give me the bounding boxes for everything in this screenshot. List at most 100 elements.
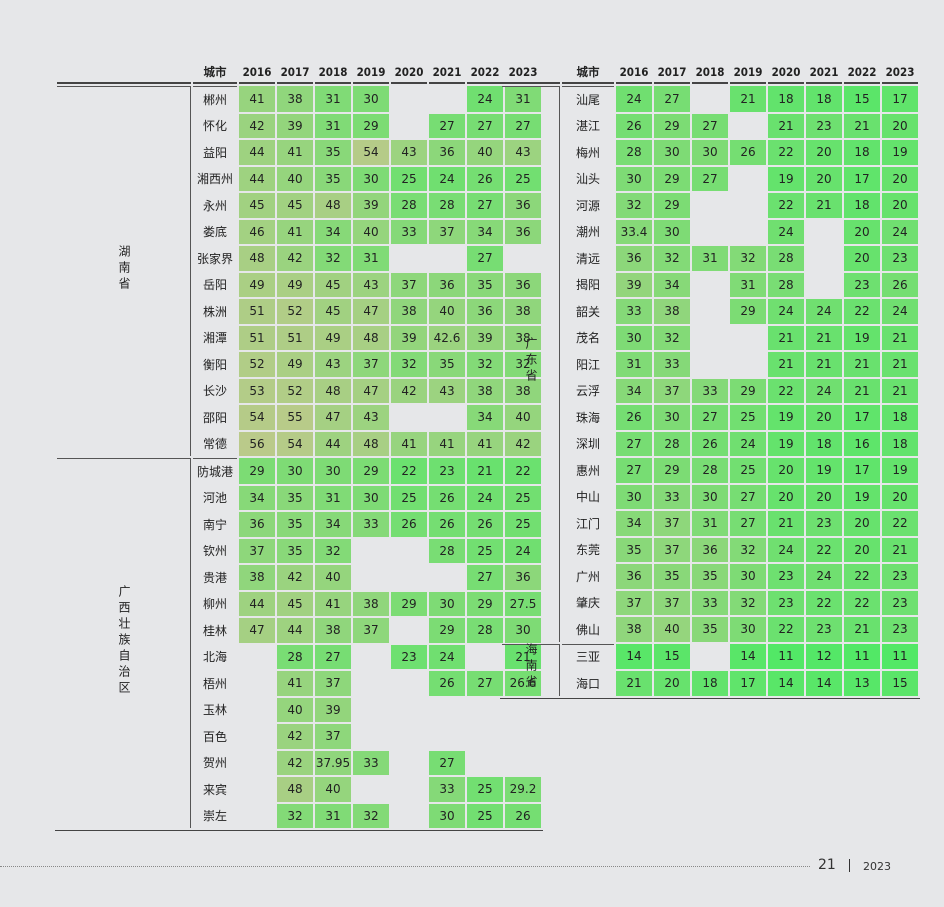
table-row: 湖南省 郴州 41 38 31 30 24 31	[57, 86, 541, 456]
value-cell: 19	[844, 325, 880, 350]
value-cell: 38	[239, 565, 275, 590]
value-cell: 11	[768, 643, 804, 669]
value-cell: 28	[768, 272, 804, 297]
table-row: 东莞 35 37 36 32 24 22 20 21	[502, 537, 918, 562]
value-cell: 39	[391, 325, 427, 350]
value-cell: 27	[467, 246, 503, 271]
value-cell: 47	[353, 378, 389, 403]
value-cell: 37	[391, 272, 427, 297]
table-row: 潮州 33.4 30 24 20 24	[502, 219, 918, 245]
value-cell: 14	[616, 643, 652, 669]
value-cell: 32	[467, 352, 503, 377]
value-cell: 22	[806, 537, 842, 562]
value-cell	[353, 777, 389, 802]
city-name: 河源	[575, 198, 600, 213]
value-cell	[353, 698, 389, 723]
value-cell: 27	[429, 113, 465, 138]
value-cell: 38	[315, 618, 351, 643]
city-name: 江门	[575, 516, 600, 531]
value-cell: 16	[844, 431, 880, 456]
value-cell: 15	[882, 671, 918, 696]
value-cell: 47	[239, 618, 275, 643]
table-row: 惠州 27 29 28 25 20 19 17 19	[502, 458, 918, 483]
province-label: 海南省	[502, 643, 560, 696]
value-cell: 36	[505, 193, 541, 218]
value-cell: 34	[315, 219, 351, 244]
value-cell: 29	[429, 618, 465, 643]
value-cell: 29	[654, 166, 690, 191]
value-cell: 25	[505, 512, 541, 537]
city-name: 柳州	[202, 597, 227, 612]
value-cell: 34	[654, 272, 690, 297]
value-cell: 30	[654, 219, 690, 244]
value-cell: 40	[277, 697, 313, 722]
value-cell: 31	[315, 113, 351, 138]
value-cell: 32	[391, 352, 427, 377]
city-name: 茂名	[575, 331, 600, 346]
value-cell: 19	[768, 405, 804, 430]
value-cell: 25	[505, 485, 541, 510]
value-cell: 49	[315, 325, 351, 350]
province-label: 广西壮族自治区	[57, 458, 191, 828]
page-number: 21	[818, 857, 836, 873]
value-cell: 21	[806, 193, 842, 218]
value-cell: 41	[315, 591, 351, 616]
value-cell: 25	[730, 458, 766, 483]
value-cell: 32	[654, 246, 690, 271]
table-row: 来宾 48 40 33 25 29.2	[57, 777, 541, 802]
value-cell: 37	[239, 538, 275, 563]
value-cell: 28	[616, 140, 652, 165]
value-cell: 30	[730, 564, 766, 589]
value-cell: 23	[844, 272, 880, 297]
table-row: 茂名 30 32 21 21 19 21	[502, 325, 918, 351]
value-cell: 25	[467, 803, 503, 828]
table-row: 河池 34 35 31 30 25 26 24 25	[57, 485, 541, 510]
value-cell: 33	[429, 777, 465, 802]
value-cell	[391, 751, 427, 776]
value-cell: 30	[353, 485, 389, 510]
value-cell: 22	[882, 511, 918, 536]
value-cell: 28	[467, 618, 503, 643]
value-cell: 40	[505, 405, 541, 430]
value-cell: 26	[692, 431, 728, 456]
value-cell: 20	[882, 193, 918, 218]
value-cell: 35	[429, 352, 465, 377]
value-cell	[353, 539, 389, 564]
year-column-header: 2016	[616, 62, 652, 84]
table-row: 长沙 53 52 48 47 42 43 38 38	[57, 378, 541, 403]
value-cell: 24	[768, 219, 804, 244]
city-name: 贵港	[202, 570, 227, 585]
value-cell: 21	[844, 113, 880, 138]
value-cell: 54	[239, 405, 275, 430]
city-name: 崇左	[202, 809, 227, 824]
value-cell	[692, 220, 728, 245]
value-cell: 32	[315, 246, 351, 271]
year-column-header: 2016	[239, 62, 275, 84]
city-name: 深圳	[575, 437, 600, 452]
table-row: 株洲 51 52 45 47 38 40 36 38	[57, 299, 541, 324]
value-cell: 14	[806, 671, 842, 696]
value-cell: 44	[315, 431, 351, 456]
value-cell	[806, 246, 842, 271]
value-cell: 11	[844, 643, 880, 669]
year-column-header: 2021	[429, 62, 465, 84]
value-cell: 35	[277, 485, 313, 510]
city-name: 湛江	[575, 119, 600, 134]
value-cell: 22	[806, 590, 842, 615]
value-cell	[730, 326, 766, 351]
table-row: 贺州 42 37.95 33 27	[57, 750, 541, 776]
value-cell: 24	[806, 299, 842, 324]
value-cell	[429, 565, 465, 590]
value-cell: 20	[844, 511, 880, 536]
value-cell: 45	[239, 193, 275, 218]
value-cell: 33	[353, 512, 389, 537]
value-cell: 43	[315, 352, 351, 377]
value-cell: 29	[353, 458, 389, 484]
value-cell: 22	[768, 617, 804, 642]
value-cell: 31	[353, 246, 389, 271]
value-cell: 24	[768, 299, 804, 324]
value-cell: 51	[277, 325, 313, 350]
value-cell: 20	[806, 405, 842, 430]
table-row: 玉林 40 39	[57, 697, 541, 723]
value-cell: 27	[616, 458, 652, 483]
